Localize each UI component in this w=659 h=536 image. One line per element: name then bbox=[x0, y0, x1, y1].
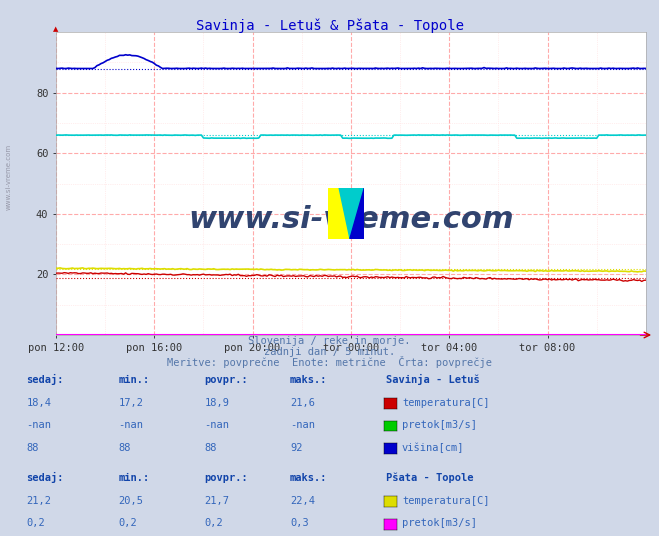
Text: temperatura[C]: temperatura[C] bbox=[402, 398, 490, 408]
Text: Pšata - Topole: Pšata - Topole bbox=[386, 473, 473, 483]
Text: ▲: ▲ bbox=[53, 26, 59, 32]
Text: 21,2: 21,2 bbox=[26, 496, 51, 506]
Text: 88: 88 bbox=[26, 443, 39, 453]
Text: pretok[m3/s]: pretok[m3/s] bbox=[402, 420, 477, 430]
Text: povpr.:: povpr.: bbox=[204, 473, 248, 483]
Text: zadnji dan / 5 minut.: zadnji dan / 5 minut. bbox=[264, 347, 395, 357]
Text: 88: 88 bbox=[204, 443, 217, 453]
Text: 88: 88 bbox=[119, 443, 131, 453]
Text: 0,2: 0,2 bbox=[204, 518, 223, 528]
Text: min.:: min.: bbox=[119, 473, 150, 483]
Text: 21,6: 21,6 bbox=[290, 398, 315, 408]
Text: 22,4: 22,4 bbox=[290, 496, 315, 506]
Text: 18,9: 18,9 bbox=[204, 398, 229, 408]
Text: Meritve: povprečne  Enote: metrične  Črta: povprečje: Meritve: povprečne Enote: metrične Črta:… bbox=[167, 355, 492, 368]
Text: -nan: -nan bbox=[290, 420, 315, 430]
Text: -nan: -nan bbox=[204, 420, 229, 430]
Text: povpr.:: povpr.: bbox=[204, 375, 248, 385]
Text: 0,2: 0,2 bbox=[26, 518, 45, 528]
Text: sedaj:: sedaj: bbox=[26, 374, 64, 385]
Text: www.si-vreme.com: www.si-vreme.com bbox=[5, 144, 12, 210]
Text: sedaj:: sedaj: bbox=[26, 472, 64, 483]
Text: 0,3: 0,3 bbox=[290, 518, 308, 528]
Text: višina[cm]: višina[cm] bbox=[402, 442, 465, 453]
Text: Savinja - Letuš: Savinja - Letuš bbox=[386, 374, 479, 385]
Text: 18,4: 18,4 bbox=[26, 398, 51, 408]
Polygon shape bbox=[339, 188, 364, 239]
Text: 20,5: 20,5 bbox=[119, 496, 144, 506]
Text: Slovenija / reke in morje.: Slovenija / reke in morje. bbox=[248, 336, 411, 346]
Text: 0,2: 0,2 bbox=[119, 518, 137, 528]
Text: maks.:: maks.: bbox=[290, 473, 328, 483]
Text: 21,7: 21,7 bbox=[204, 496, 229, 506]
Text: pretok[m3/s]: pretok[m3/s] bbox=[402, 518, 477, 528]
Text: min.:: min.: bbox=[119, 375, 150, 385]
Text: Savinja - Letuš & Pšata - Topole: Savinja - Letuš & Pšata - Topole bbox=[196, 19, 463, 33]
Text: temperatura[C]: temperatura[C] bbox=[402, 496, 490, 506]
Polygon shape bbox=[350, 188, 364, 239]
Text: 92: 92 bbox=[290, 443, 302, 453]
Text: -nan: -nan bbox=[119, 420, 144, 430]
Text: maks.:: maks.: bbox=[290, 375, 328, 385]
Text: -nan: -nan bbox=[26, 420, 51, 430]
Polygon shape bbox=[328, 188, 364, 239]
Text: www.si-vreme.com: www.si-vreme.com bbox=[188, 205, 514, 234]
Text: 17,2: 17,2 bbox=[119, 398, 144, 408]
